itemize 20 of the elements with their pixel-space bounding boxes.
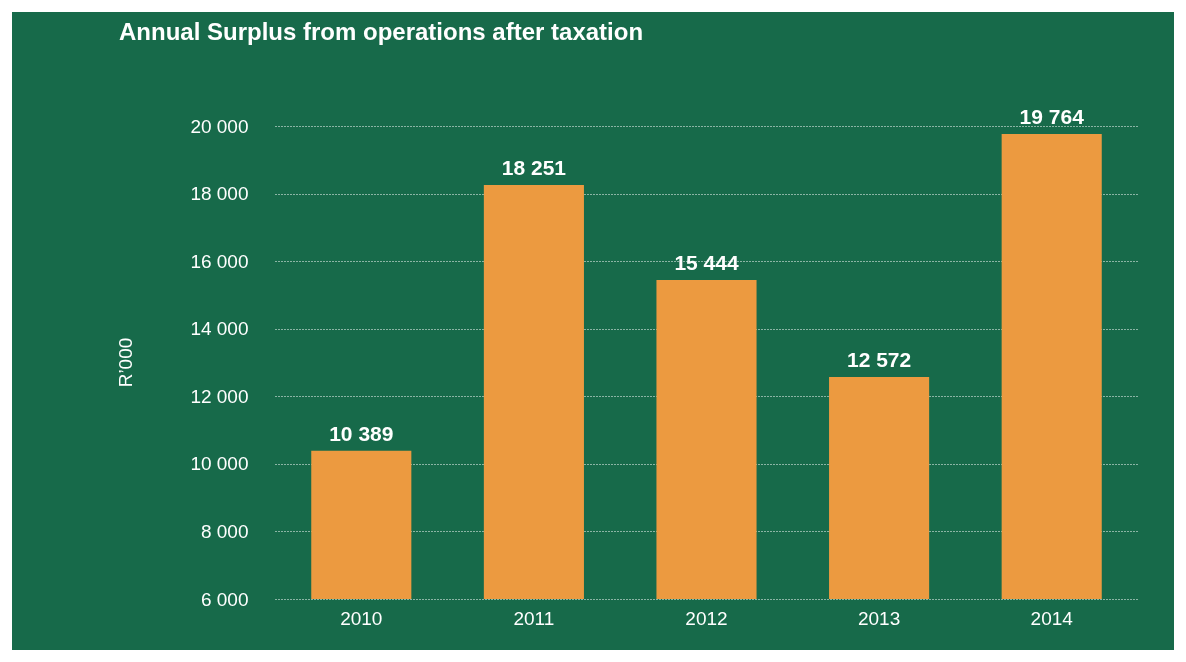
data-label: 15 444 — [674, 250, 739, 274]
data-label: 19 764 — [1019, 104, 1085, 128]
x-tick-label: 2012 — [685, 607, 728, 629]
y-tick-label: 10 000 — [190, 453, 249, 475]
x-tick-label: 2010 — [340, 607, 383, 629]
y-tick-label: 14 000 — [190, 318, 249, 340]
x-tick-label: 2014 — [1030, 607, 1074, 629]
y-tick-label: 20 000 — [190, 115, 249, 137]
data-label: 18 251 — [501, 156, 567, 180]
y-tick-label: 12 000 — [190, 385, 249, 407]
chart-title: Annual Surplus from operations after taxation — [119, 17, 644, 45]
x-tick-label: 2011 — [513, 607, 555, 629]
y-tick-label: 8 000 — [200, 520, 249, 542]
x-tick-label: 2013 — [857, 607, 901, 629]
y-axis-title: R’000 — [114, 337, 136, 388]
y-tick-label: 18 000 — [190, 183, 249, 205]
y-tick-label: 16 000 — [190, 250, 249, 272]
y-tick-label: 6 000 — [200, 588, 249, 610]
data-label: 12 572 — [846, 347, 912, 371]
data-label: 10 389 — [329, 421, 394, 445]
